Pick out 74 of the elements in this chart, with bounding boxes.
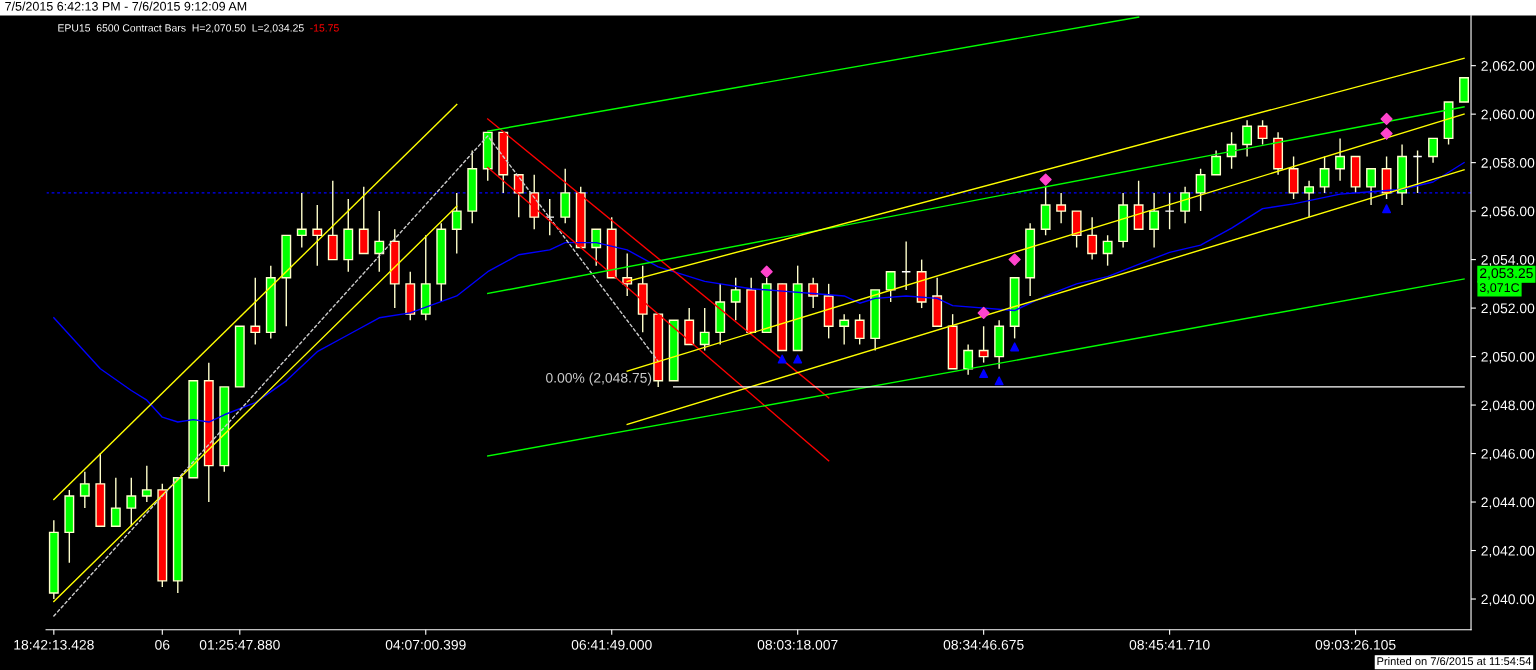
candlestick: [885, 271, 896, 303]
candlestick: [978, 325, 989, 364]
point: [760, 265, 773, 278]
point: [1008, 253, 1021, 266]
y-tick-label: 2,058.00: [1481, 157, 1535, 170]
candlestick: [1319, 155, 1330, 194]
point: [977, 306, 990, 320]
candlestick: [1211, 149, 1222, 176]
point: [1010, 342, 1020, 352]
y-tick-label: 2,048.00: [1481, 400, 1535, 412]
point: [1380, 127, 1393, 140]
candlestick: [839, 313, 850, 346]
candlestick: [1242, 119, 1253, 158]
text: 3,071C: [1479, 283, 1520, 294]
point: [1380, 112, 1393, 126]
chart-title: 7/5/2015 6:42:13 PM - 7/6/2015 9:12:09 AM: [5, 1, 247, 11]
candlestick: [141, 464, 152, 503]
candlestick: [591, 228, 602, 267]
candlestick: [963, 343, 974, 376]
candlestick: [1366, 167, 1377, 206]
y-tick-label: 2,046.00: [1481, 448, 1535, 461]
candlestick: [730, 277, 741, 321]
candlestick: [1335, 137, 1346, 182]
candlestick: [250, 277, 261, 346]
candlestick: [1304, 180, 1315, 218]
y-tick-label: 2,054.00: [1481, 254, 1535, 267]
text: Printed on 7/6/2015 at 11:54:54: [1377, 656, 1532, 666]
candlestick: [1149, 192, 1160, 249]
candlestick: [1180, 186, 1191, 224]
x-tick-label: 01:25:47.880: [199, 639, 280, 650]
candlestick: [110, 477, 121, 527]
point: [777, 354, 787, 364]
y-tick-label: 2,050.00: [1481, 351, 1535, 364]
candlestick: [808, 277, 819, 309]
x-tick-label: 08:03:18.007: [757, 639, 838, 650]
x-tick-label: 18:42:13.428: [14, 639, 94, 650]
x-tick-label: 06: [155, 639, 170, 650]
y-tick-label: 2,044.00: [1481, 497, 1535, 509]
y-tick-label: 2,052.00: [1481, 303, 1535, 315]
y-tick-label: 2,056.00: [1481, 206, 1535, 218]
x-tick-label: 08:34:46.675: [943, 639, 1024, 650]
candlestick: [374, 210, 385, 273]
y-tick-label: 2,060.00: [1481, 109, 1535, 121]
candlestick: [854, 313, 865, 346]
candlestick: [1056, 192, 1067, 224]
point: [1382, 204, 1392, 214]
candlestick: [1428, 137, 1439, 164]
text: 2,053.25: [1480, 268, 1533, 280]
y-tick-label: 2,042.00: [1481, 545, 1535, 558]
point: [994, 376, 1004, 386]
x-tick-label: 09:03:26.105: [1315, 639, 1396, 650]
annotation: -15.75: [310, 24, 339, 32]
candlestick: [79, 471, 90, 509]
x-tick-label: 08:45:41.710: [1129, 639, 1210, 650]
candlestick: [1087, 216, 1098, 261]
y-tick-label: 2,040.00: [1481, 594, 1535, 606]
point: [793, 354, 803, 364]
candlestick: [1257, 119, 1268, 146]
candlestick: [513, 174, 524, 218]
candlestick: [126, 477, 137, 527]
x-tick-label: 06:41:49.000: [571, 639, 652, 650]
candlestick: [1195, 167, 1206, 212]
annotation: 0.00% (2,048.75): [546, 372, 652, 386]
text: EPU15 6500 Contract Bars H=2,070.50 L=2,034.25: [58, 24, 304, 33]
candlestick: [296, 192, 307, 249]
candlestick: [451, 192, 462, 255]
x-tick-label: 04:07:00.399: [385, 639, 466, 650]
point: [1039, 173, 1052, 186]
candlestick: [1102, 234, 1113, 267]
candlestick: [622, 252, 633, 297]
candlestick: [699, 307, 710, 352]
point: [979, 369, 989, 379]
y-tick-label: 2,062.00: [1481, 60, 1535, 73]
candlestick: [312, 204, 323, 267]
